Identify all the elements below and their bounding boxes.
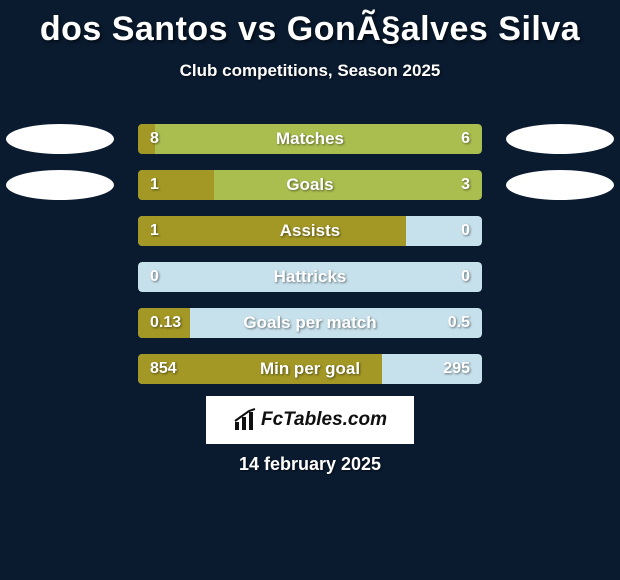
page-title: dos Santos vs GonÃ§alves Silva [0, 0, 620, 49]
subtitle: Club competitions, Season 2025 [0, 61, 620, 81]
player-avatar-right [506, 124, 614, 154]
stat-bar: 854295Min per goal [138, 354, 482, 384]
player-avatar-left [6, 170, 114, 200]
bar-fill-left [138, 216, 406, 246]
stat-row: 854295Min per goal [0, 354, 620, 384]
stat-row: 10Assists [0, 216, 620, 246]
stat-row: 13Goals [0, 170, 620, 200]
player-avatar-right [506, 170, 614, 200]
comparison-card: dos Santos vs GonÃ§alves Silva Club comp… [0, 0, 620, 580]
stat-bar: 10Assists [138, 216, 482, 246]
logo-text: FcTables.com [233, 408, 387, 432]
stat-row: 86Matches [0, 124, 620, 154]
stat-bar: 0.130.5Goals per match [138, 308, 482, 338]
bar-fill-left [138, 354, 382, 384]
stat-row: 00Hattricks [0, 262, 620, 292]
stat-bar: 13Goals [138, 170, 482, 200]
logo-label: FcTables.com [261, 409, 387, 431]
bar-fill-left [138, 308, 190, 338]
bar-fill-left [138, 170, 214, 200]
bar-track [138, 308, 482, 338]
date-text: 14 february 2025 [0, 454, 620, 475]
bar-track [138, 262, 482, 292]
stat-bar: 86Matches [138, 124, 482, 154]
fctables-logo[interactable]: FcTables.com [206, 396, 414, 444]
bar-track [138, 124, 482, 154]
bar-fill-left [138, 124, 155, 154]
bars-icon [233, 408, 257, 432]
stat-bar: 00Hattricks [138, 262, 482, 292]
player-avatar-left [6, 124, 114, 154]
stat-row: 0.130.5Goals per match [0, 308, 620, 338]
